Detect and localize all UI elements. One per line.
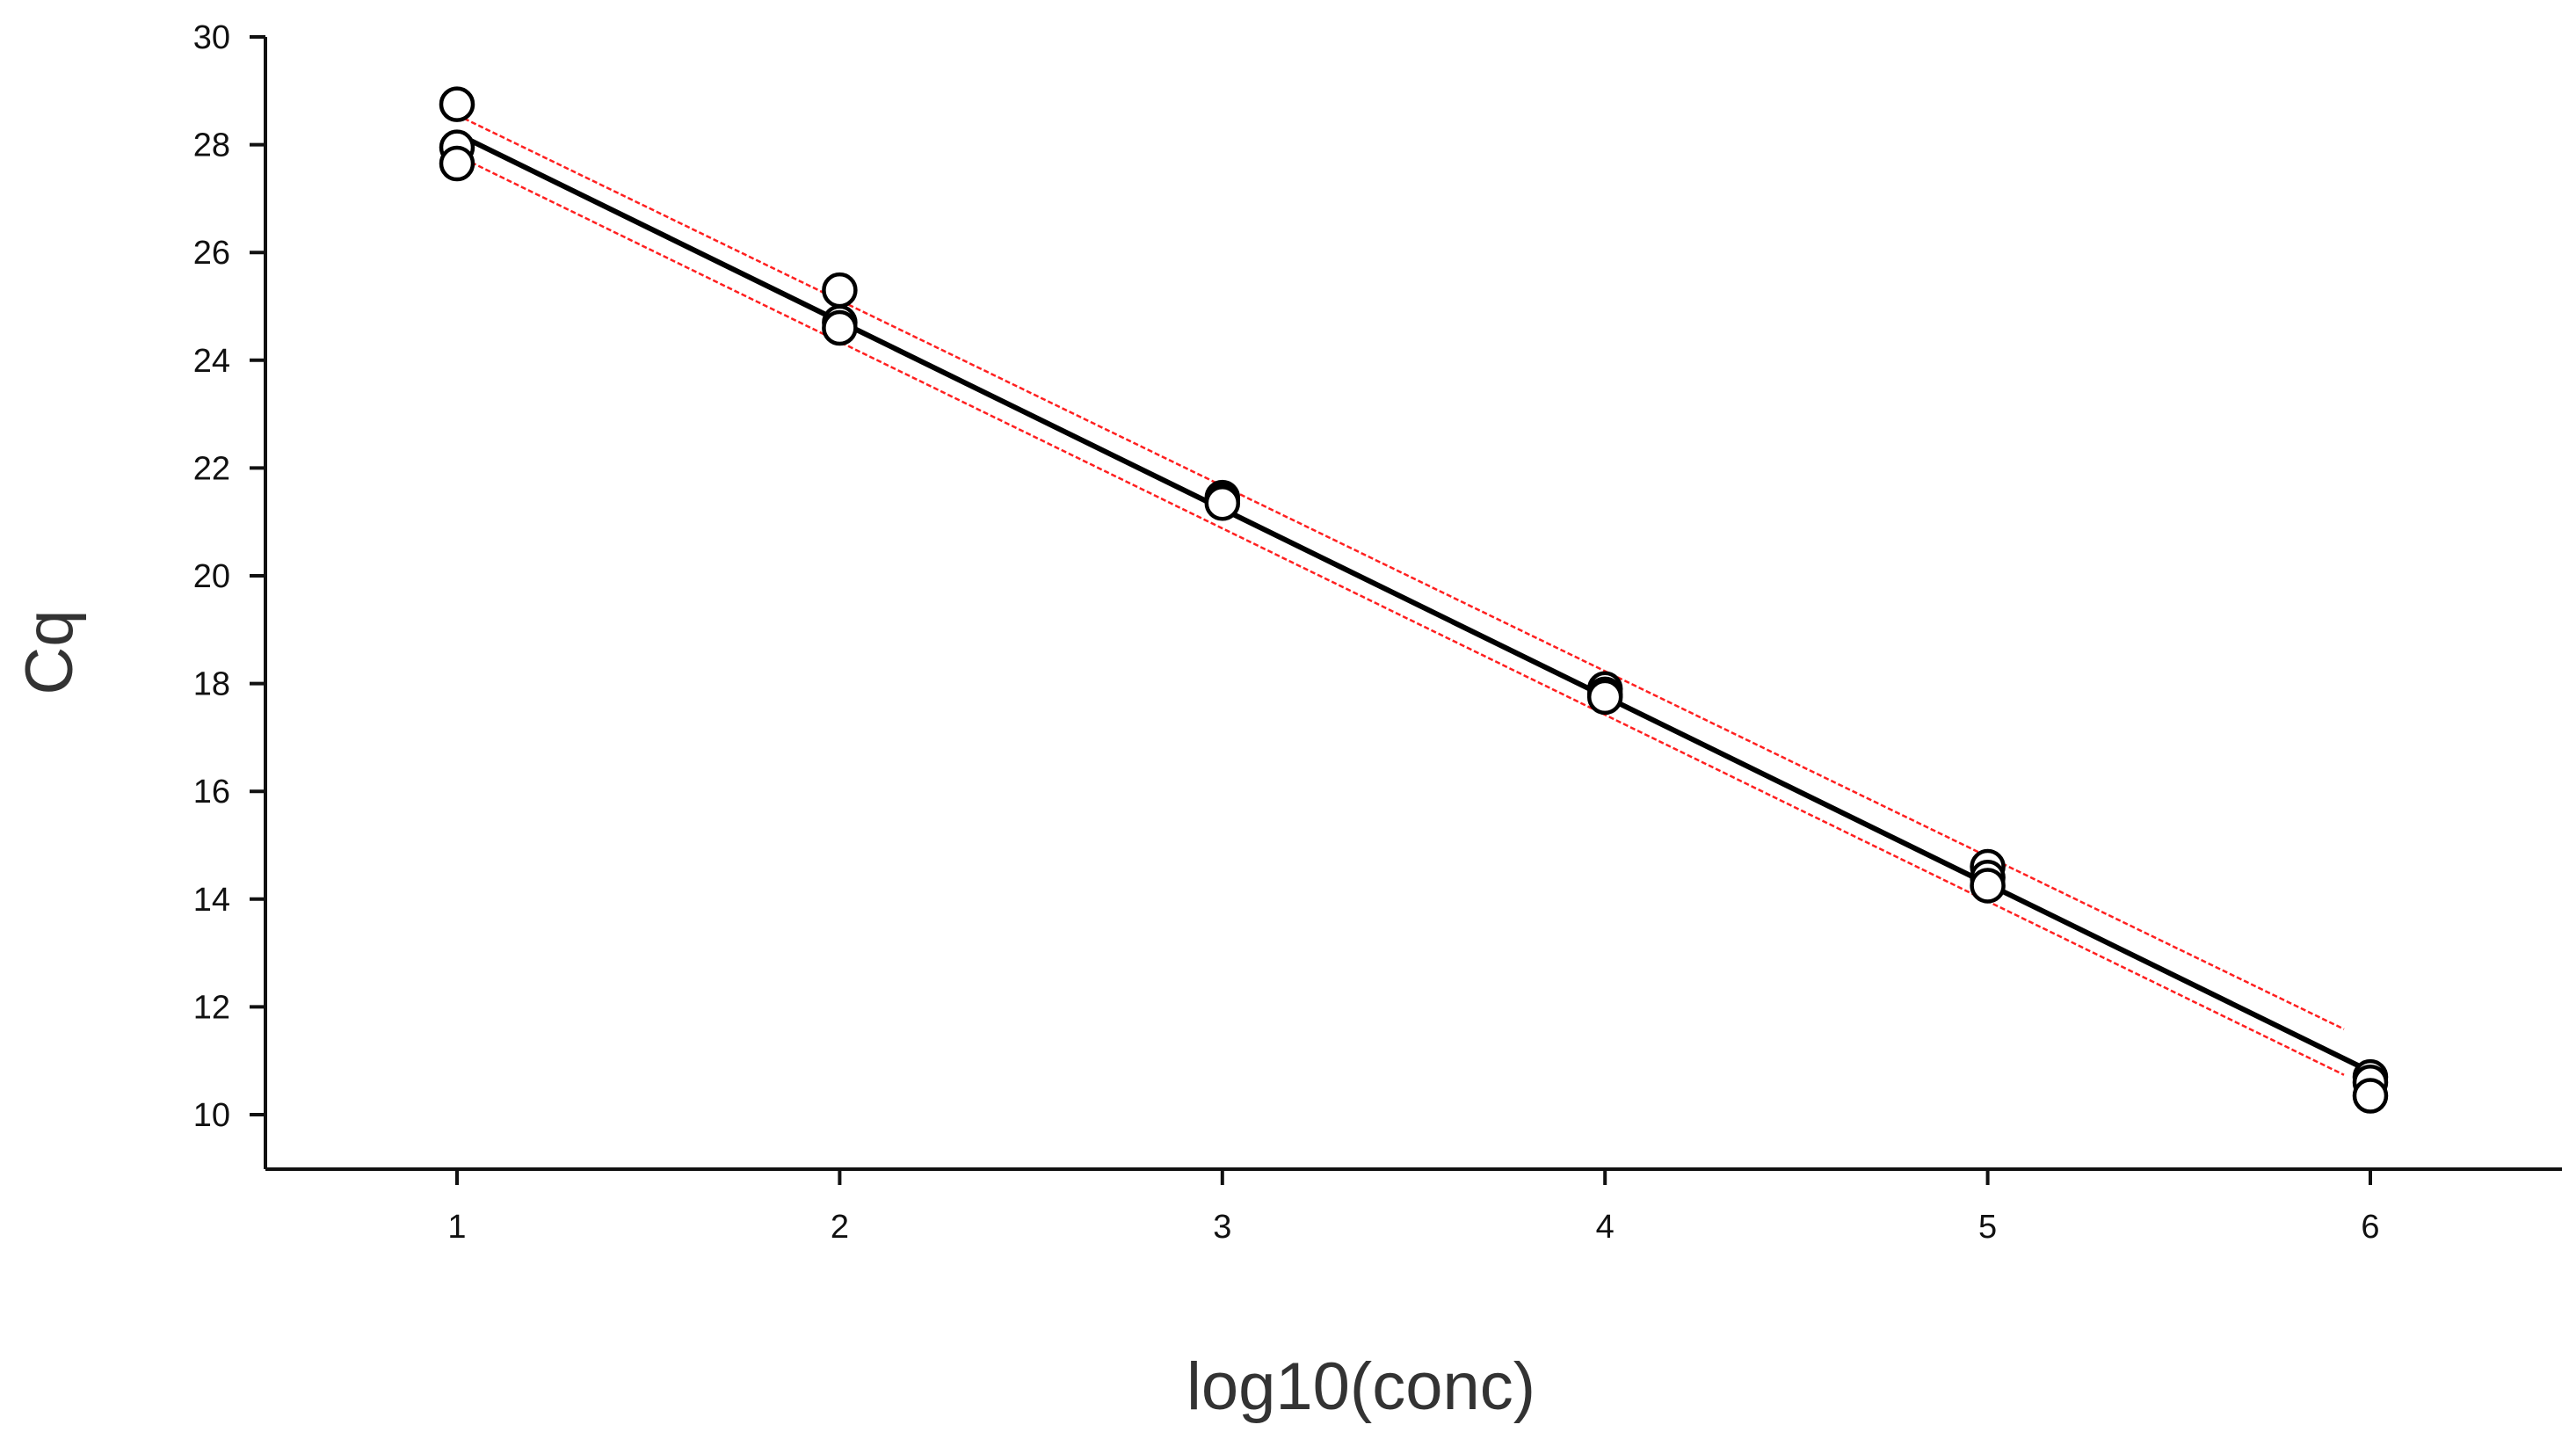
y-tick-label: 18 [193, 666, 230, 703]
data-point-0 [439, 86, 475, 122]
confidence-band-upper [456, 113, 2345, 1030]
data-point-8 [1204, 484, 1241, 521]
x-ticks: 1 2 3 4 5 6 [447, 1169, 2380, 1246]
y-tick-label: 14 [193, 882, 230, 919]
data-point-2 [439, 145, 475, 182]
y-tick-label: 30 [193, 19, 230, 56]
fit-line-group [454, 131, 2373, 1074]
y-tick-label: 10 [193, 1097, 230, 1134]
x-axis-title: log10(conc) [1186, 1349, 1535, 1424]
fit-line [454, 131, 2373, 1074]
y-tick-label: 12 [193, 989, 230, 1026]
x-tick-label: 4 [1596, 1209, 1615, 1246]
x-tick-label: 2 [831, 1209, 849, 1246]
y-tick-label: 26 [193, 235, 230, 272]
axes [264, 37, 2562, 1171]
y-tick-label: 24 [193, 343, 230, 380]
y-tick-label: 16 [193, 774, 230, 810]
data-point-14 [1970, 868, 2006, 904]
data-point-11 [1586, 679, 1623, 716]
x-tick-label: 6 [2361, 1209, 2379, 1246]
y-ticks: 10 12 14 16 18 20 22 24 26 28 30 [193, 19, 265, 1134]
y-tick-label: 28 [193, 127, 230, 164]
confidence-band-lower [456, 154, 2345, 1076]
y-tick-label: 20 [193, 558, 230, 595]
x-tick-label: 3 [1213, 1209, 1231, 1246]
y-axis-title: Cq [12, 609, 87, 694]
x-tick-label: 1 [447, 1209, 466, 1246]
data-point-3 [822, 272, 858, 309]
y-tick-label: 22 [193, 450, 230, 487]
data-point-17 [2352, 1078, 2389, 1114]
data-point-5 [822, 309, 858, 346]
confidence-bands [456, 113, 2345, 1076]
x-tick-label: 5 [1978, 1209, 1997, 1246]
data-points [439, 86, 2389, 1114]
